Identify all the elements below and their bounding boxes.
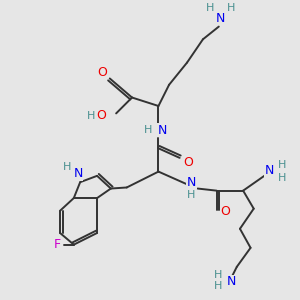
Text: H: H [214, 281, 222, 291]
Text: N: N [216, 12, 226, 25]
Text: N: N [73, 167, 83, 180]
Text: H: H [278, 173, 286, 183]
Text: H: H [144, 125, 152, 135]
Text: H: H [63, 162, 72, 172]
Text: H: H [214, 270, 222, 280]
Text: H: H [187, 190, 196, 200]
Text: O: O [96, 109, 106, 122]
Text: H: H [86, 110, 95, 121]
Text: F: F [53, 238, 60, 251]
Text: N: N [227, 275, 236, 288]
Text: H: H [227, 3, 236, 13]
Text: N: N [187, 176, 196, 189]
Text: H: H [206, 3, 214, 13]
Text: N: N [158, 124, 167, 137]
Text: N: N [265, 164, 274, 177]
Text: O: O [220, 205, 230, 218]
Text: O: O [183, 156, 193, 169]
Text: H: H [278, 160, 286, 170]
Text: O: O [98, 66, 107, 79]
